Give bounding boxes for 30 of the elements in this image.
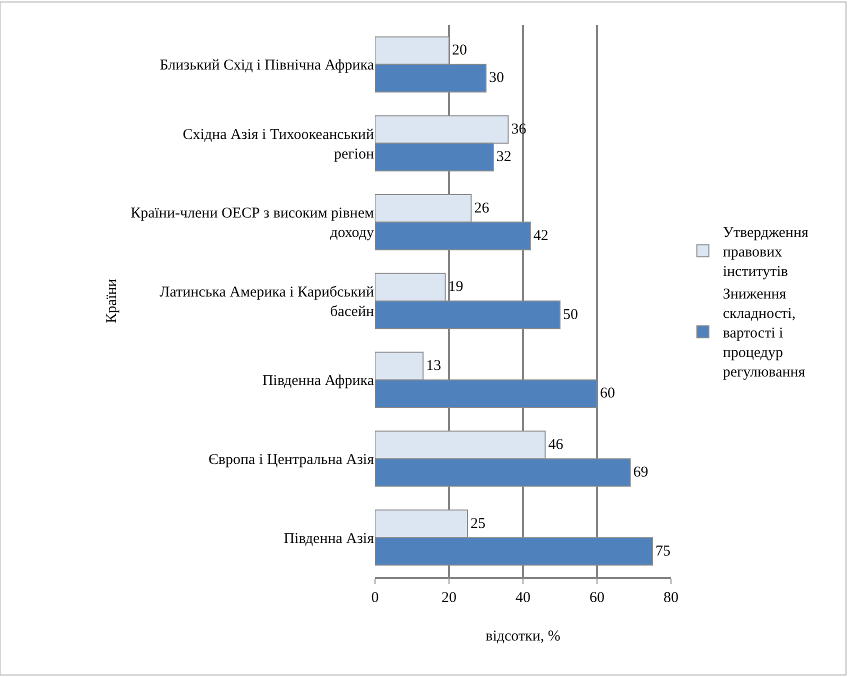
data-label: 25 (470, 516, 486, 532)
y-tick-label: Південна Африка (262, 373, 374, 390)
y-tick-label: Південна Азія (284, 530, 374, 547)
data-label: 50 (563, 306, 578, 323)
legend-label: Зниження складності, вартості і процедур регулювання (722, 286, 806, 381)
data-label: 30 (489, 70, 504, 86)
data-label: 32 (496, 149, 512, 166)
data-label: 20 (452, 42, 467, 59)
data-label: 36 (511, 121, 527, 138)
data-label: 26 (474, 200, 490, 216)
data-label: 46 (548, 436, 564, 453)
y-tick-label: Латинська Америка і Карибський басейн (160, 284, 374, 320)
x-tick-label: 20 (442, 590, 456, 606)
y-tick-label: Європа і Центральна Азія (208, 452, 374, 468)
y-tick-label: Близький Схід і Північна Африка (160, 58, 374, 74)
data-label: 19 (448, 279, 464, 296)
y-tick-label: Країни-члени ОЕСР з високим рівнем доходу (130, 206, 374, 242)
data-label: 42 (533, 228, 548, 244)
x-tick-label: 60 (590, 590, 604, 606)
data-label: 13 (426, 358, 442, 374)
data-label: 75 (656, 543, 670, 560)
x-tick-label: 40 (516, 590, 530, 606)
x-axis-title: відсотки, % (486, 628, 560, 644)
legend-label: Утвердження правових інститутів (722, 225, 808, 280)
data-label: 60 (600, 386, 615, 402)
y-axis-title: Країни (104, 278, 120, 324)
data-label: 69 (633, 464, 648, 481)
y-tick-label: Східна Азія і Тихоокеанський регіон (182, 126, 374, 162)
x-tick-label: 0 (371, 590, 379, 606)
x-tick-label: 80 (664, 590, 678, 606)
